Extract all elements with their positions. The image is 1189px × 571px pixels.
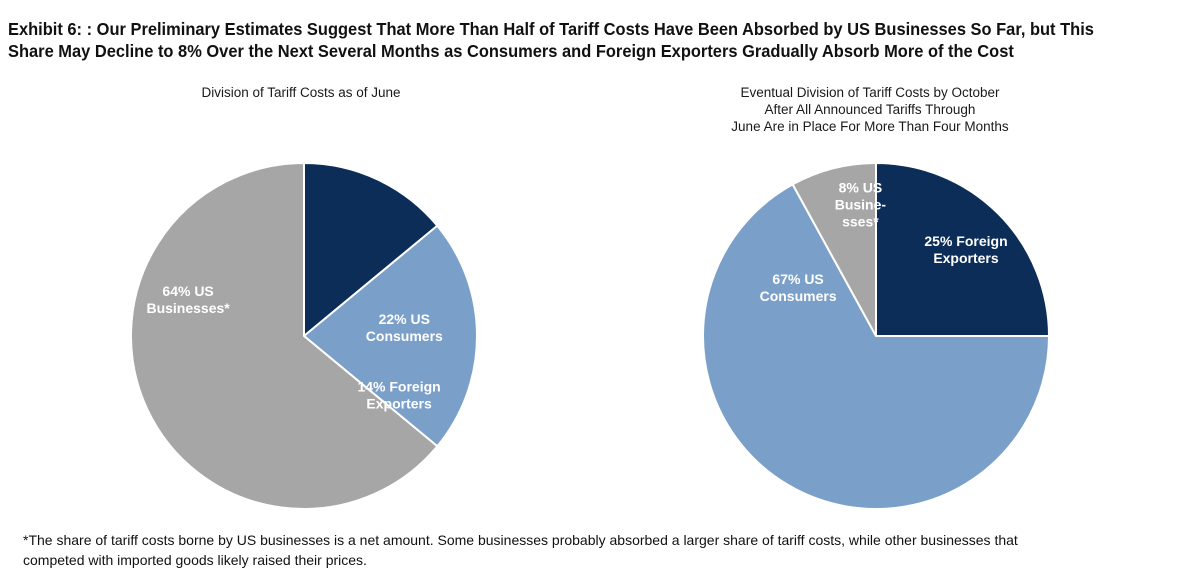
exhibit-title-line-1: Exhibit 6: : Our Preliminary Estimates S… (8, 19, 1094, 39)
left-pie-label-foreign-exporters: 14% Foreign Exporters (357, 378, 440, 411)
footnote: *The share of tariff costs borne by US b… (23, 530, 1173, 570)
right-pie-slice-us-businesses (791, 161, 877, 337)
right-chart-title-line-1: Eventual Division of Tariff Costs by Oct… (740, 85, 1000, 100)
exhibit-title-line-2: Share May Decline to 8% Over the Next Se… (8, 41, 1014, 61)
right-chart-title-line-2: After All Announced Tariffs Through (764, 102, 976, 117)
left-pie-slice-foreign-exporters (303, 161, 439, 339)
left-pie-label-us-consumers: 22% US Consumers (366, 311, 443, 344)
left-chart-title-line: Division of Tariff Costs as of June (201, 85, 401, 100)
right-pie-slice-us-consumers (702, 183, 1051, 511)
left-chart-title: Division of Tariff Costs as of June (146, 84, 456, 101)
right-chart-title-line-3: June Are in Place For More Than Four Mon… (731, 119, 1009, 134)
left-pie-slice-us-businesses (129, 161, 439, 510)
right-pie-label-foreign-exporters: 25% Foreign Exporters (924, 233, 1007, 266)
right-pie-slice-foreign-exporters (875, 161, 1051, 337)
left-pie-label-us-businesses: 64% US Businesses* (146, 283, 230, 316)
right-pie-label-us-businesses: 8% US Busine-sses* (835, 180, 887, 230)
right-chart-title: Eventual Division of Tariff Costs by Oct… (660, 84, 1080, 135)
footnote-line-2: competed with imported goods likely rais… (23, 552, 367, 568)
left-pie-slice-us-consumers (302, 224, 478, 448)
right-pie-label-us-consumers: 67% US Consumers (760, 271, 837, 304)
exhibit-title: Exhibit 6: : Our Preliminary Estimates S… (8, 18, 1108, 62)
footnote-line-1: *The share of tariff costs borne by US b… (23, 532, 1018, 548)
